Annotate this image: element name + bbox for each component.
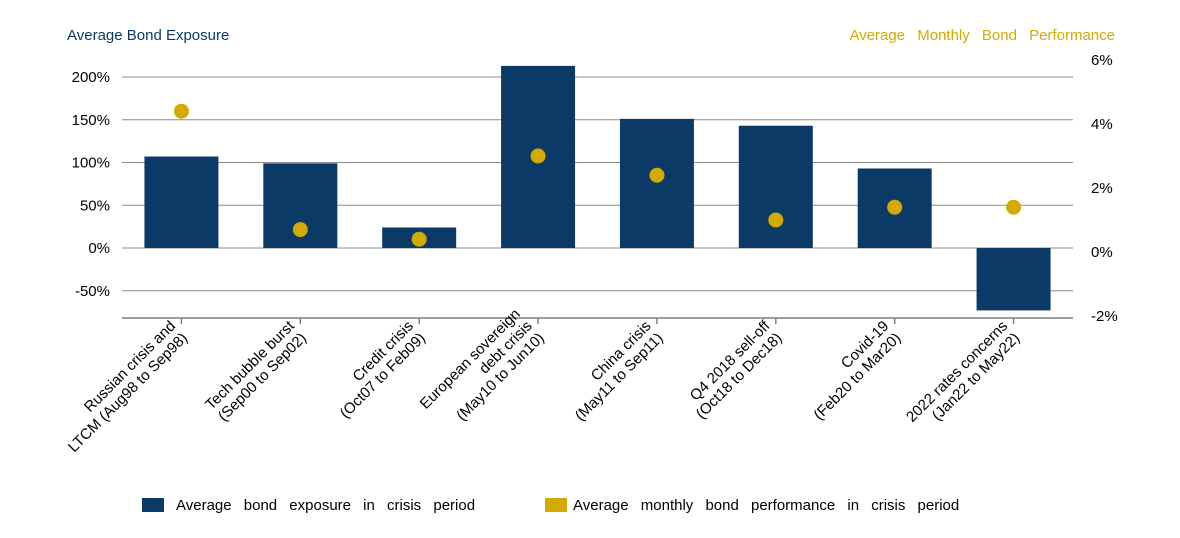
left-tick-label: 200% (72, 69, 110, 86)
category-label: 2022 rates concerns(Jan22 to May22) (903, 318, 1023, 438)
left-tick-label: -50% (75, 283, 110, 300)
category-label-text: 2022 rates concerns(Jan22 to May22) (903, 318, 1023, 438)
category-label-text: European sovereigndebt crisis(May10 to J… (417, 306, 548, 437)
category-label: European sovereigndebt crisis(May10 to J… (417, 306, 548, 437)
bar (144, 156, 219, 248)
category-label-text: Tech bubble burst(Sep00 to Sep02) (202, 317, 310, 425)
point (887, 199, 903, 215)
legend-swatch-point (545, 498, 567, 512)
point (292, 222, 308, 238)
left-tick-label: 50% (80, 197, 110, 214)
category-labels: Russian crisis andLTCM (Aug98 to Sep98) T… (53, 306, 1023, 456)
right-tick-label: -2% (1091, 308, 1118, 325)
category-label-line: 2022 rates concerns (903, 318, 1011, 426)
category-label-text: Q4 2018 sell-off(Oct18 to Dec18) (681, 317, 786, 422)
right-axis-title: Average Monthly Bond Performance (849, 27, 1115, 44)
point (411, 231, 427, 247)
left-axis-ticks: 200% 150% 100% 50% 0% -50% (72, 69, 110, 300)
category-label-text: Covid-19(Feb20 to Mar20) (798, 318, 904, 424)
left-tick-label: 150% (72, 112, 110, 129)
point-series (173, 103, 1022, 247)
category-label: Russian crisis andLTCM (Aug98 to Sep98) (53, 318, 191, 456)
category-label-text: Credit crisis(Oct07 to Feb09) (325, 318, 429, 422)
legend-label-bar: Average bond exposure in crisis period (176, 497, 475, 514)
point (530, 148, 546, 164)
right-axis-ticks: 6% 4% 2% 0% -2% (1091, 52, 1118, 325)
category-label: Covid-19(Feb20 to Mar20) (798, 318, 904, 424)
left-tick-label: 0% (88, 240, 110, 257)
legend: Average bond exposure in crisis period Av… (142, 497, 959, 514)
bar-series (144, 65, 1051, 311)
left-axis-title: Average Bond Exposure (67, 27, 229, 44)
legend-label-point: Average monthly bond performance in cris… (573, 497, 959, 514)
right-tick-label: 4% (1091, 116, 1113, 133)
point (1006, 199, 1022, 215)
legend-swatch-bar (142, 498, 164, 512)
bar (976, 248, 1051, 311)
right-tick-label: 6% (1091, 52, 1113, 69)
category-label-text: China crisis(May11 to Sep11) (560, 318, 667, 425)
right-tick-label: 0% (1091, 244, 1113, 261)
bar (738, 125, 813, 248)
point (173, 103, 189, 119)
category-label-text: Russian crisis andLTCM (Aug98 to Sep98) (53, 318, 191, 456)
category-label-line: LTCM (Aug98 to Sep98) (65, 330, 191, 456)
right-tick-label: 2% (1091, 180, 1113, 197)
category-label: Credit crisis(Oct07 to Feb09) (325, 318, 429, 422)
left-tick-label: 100% (72, 155, 110, 172)
point (768, 212, 784, 228)
category-label: Tech bubble burst(Sep00 to Sep02) (202, 317, 310, 425)
point (649, 167, 665, 183)
category-label: Q4 2018 sell-off(Oct18 to Dec18) (681, 317, 786, 422)
category-label: China crisis(May11 to Sep11) (560, 318, 667, 425)
x-axis-ticks (180, 318, 1015, 324)
bar (619, 118, 694, 249)
